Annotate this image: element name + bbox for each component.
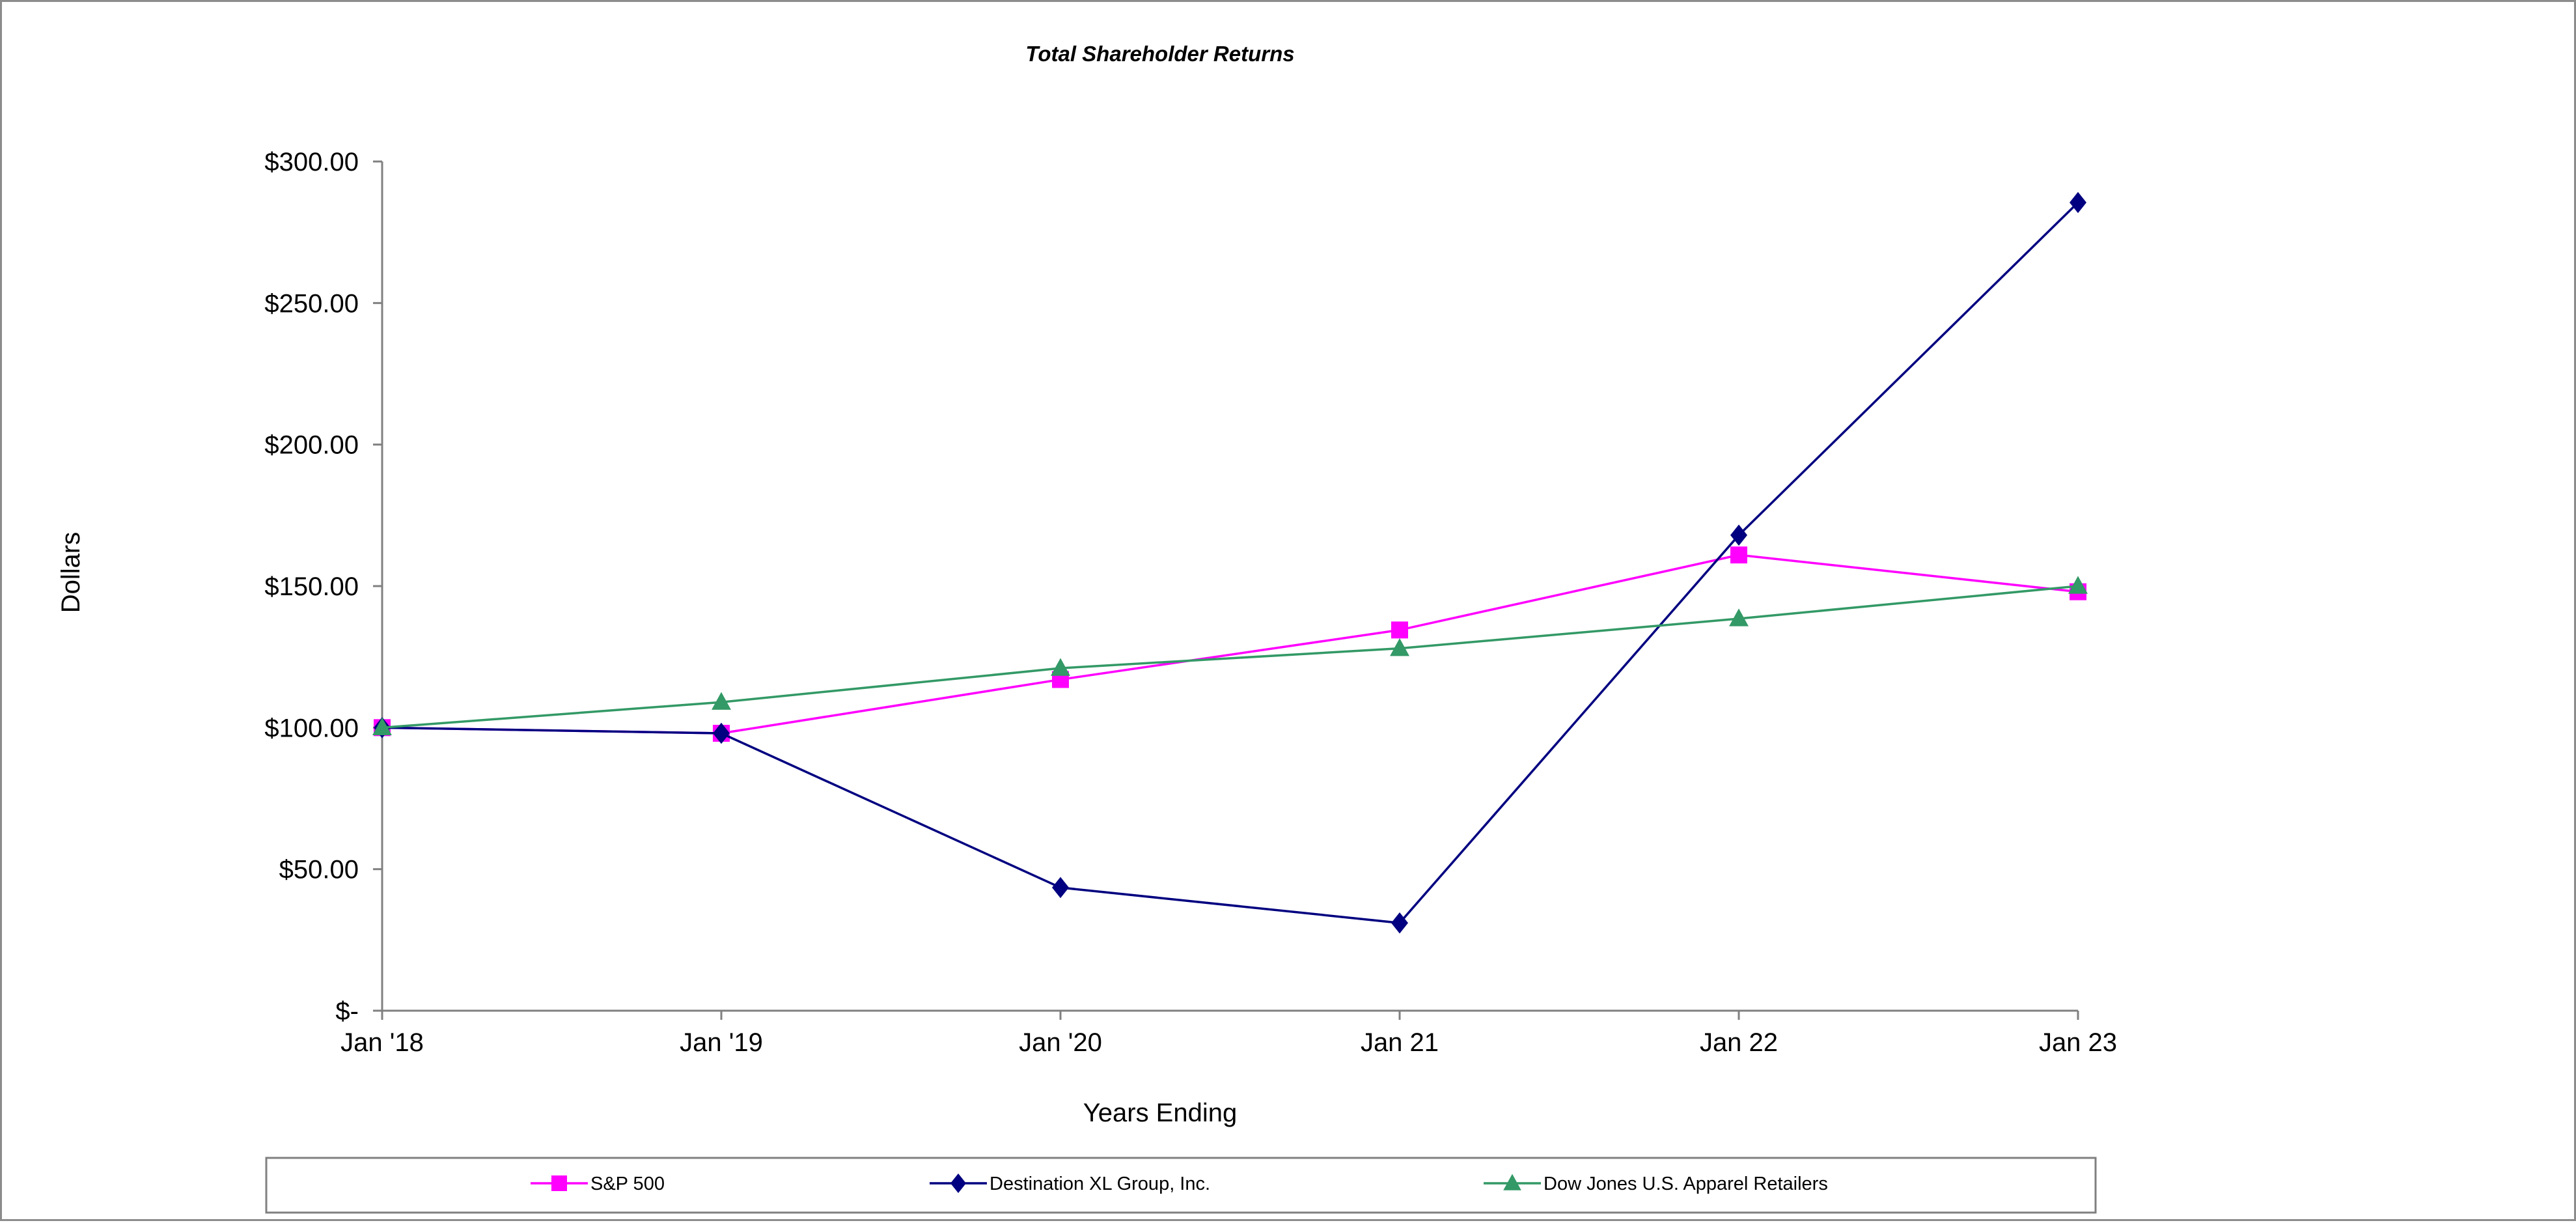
legend-label: Dow Jones U.S. Apparel Retailers bbox=[1544, 1174, 1828, 1194]
series-1 bbox=[374, 191, 2086, 934]
legend-marker bbox=[551, 1175, 567, 1191]
data-point bbox=[2068, 576, 2088, 594]
series-line bbox=[381, 201, 2079, 925]
x-tick-label: Jan '20 bbox=[1019, 1028, 1102, 1057]
data-point bbox=[1052, 877, 1069, 899]
x-tick-label: Jan 21 bbox=[1361, 1028, 1439, 1057]
x-tick-label: Jan 23 bbox=[2039, 1028, 2117, 1057]
y-tick-label: $200.00 bbox=[264, 431, 359, 460]
x-axis-ticks: Jan '18 Jan '19 Jan '20 Jan 21 Jan 22 Jan 23 bbox=[340, 1011, 2117, 1057]
y-tick-label: $150.00 bbox=[264, 572, 359, 601]
legend-marker bbox=[950, 1174, 966, 1193]
y-tick-label: $100.00 bbox=[264, 714, 359, 742]
y-tick-label: $300.00 bbox=[264, 148, 359, 176]
y-tick-label: $250.00 bbox=[264, 289, 359, 318]
data-point bbox=[2070, 191, 2086, 214]
series-0 bbox=[374, 546, 2086, 742]
data-point bbox=[712, 692, 731, 710]
series-layer bbox=[372, 191, 2088, 934]
legend-label: Destination XL Group, Inc. bbox=[990, 1174, 1210, 1194]
legend: S&P 500 Destination XL Group, Inc. Dow Jon… bbox=[265, 1157, 2097, 1214]
y-axis-ticks: $- $50.00 $100.00 $150.00 $200.00 $250.00 $300… bbox=[264, 148, 382, 1026]
legend-marker bbox=[1503, 1174, 1521, 1190]
series-line bbox=[381, 585, 2079, 729]
x-axis-title: Years Ending bbox=[1083, 1099, 1237, 1127]
x-tick-label: Jan '19 bbox=[680, 1028, 763, 1057]
data-point bbox=[1729, 608, 1749, 626]
chart-title: Total Shareholder Returns bbox=[1025, 42, 1294, 66]
x-tick-label: Jan 22 bbox=[1700, 1028, 1778, 1057]
series-2 bbox=[372, 576, 2088, 736]
axes bbox=[381, 162, 2078, 1012]
x-tick-label: Jan '18 bbox=[340, 1028, 424, 1057]
data-point bbox=[1391, 912, 1408, 934]
y-tick-label: $- bbox=[335, 997, 359, 1026]
legend-label: S&P 500 bbox=[590, 1174, 665, 1194]
data-point bbox=[1051, 658, 1070, 676]
y-tick-label: $50.00 bbox=[279, 856, 359, 884]
data-point bbox=[1730, 546, 1747, 564]
data-point bbox=[1390, 638, 1409, 656]
legend-item: S&P 500 bbox=[531, 1174, 665, 1194]
legend-item: Destination XL Group, Inc. bbox=[930, 1174, 1210, 1194]
data-point bbox=[372, 717, 392, 736]
legend-box bbox=[265, 1157, 2097, 1214]
data-point bbox=[1391, 621, 1408, 639]
series-line bbox=[381, 554, 2079, 735]
data-point bbox=[713, 722, 730, 744]
y-axis-title: Dollars bbox=[57, 532, 85, 613]
legend-item: Dow Jones U.S. Apparel Retailers bbox=[1484, 1174, 1828, 1194]
data-point bbox=[1730, 524, 1747, 546]
